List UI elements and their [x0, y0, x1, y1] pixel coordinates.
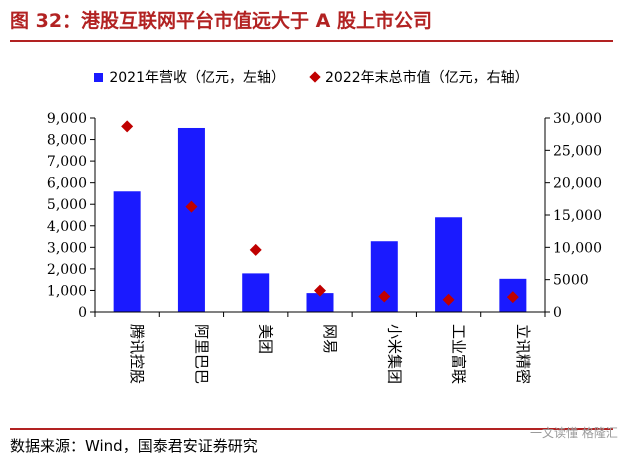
source-note: 数据来源：Wind，国泰君安证券研究 [10, 437, 258, 455]
legend-label-revenue: 2021年营收（亿元，左轴） [109, 70, 285, 86]
right-tick-label: 15,000 [553, 208, 602, 224]
point-2 [185, 200, 198, 213]
bar-3 [242, 273, 270, 312]
point-4 [314, 284, 326, 297]
legend-label-market-cap: 2022年末总市值（亿元，右轴） [325, 70, 529, 86]
title-rule [10, 40, 613, 42]
bar-1 [113, 191, 141, 312]
right-tick-label: 0 [553, 305, 562, 321]
category-label: 美团 [257, 324, 275, 354]
bar-4 [306, 293, 334, 312]
category-label: 工业富联 [450, 324, 468, 384]
left-tick-label: 9,000 [47, 111, 87, 127]
category-label: 立讯精密 [514, 324, 532, 384]
bar-2 [177, 127, 205, 312]
left-tick-label: 5,000 [47, 197, 87, 213]
point-7 [506, 291, 519, 304]
legend-item-revenue: 2021年营收（亿元，左轴） [94, 67, 285, 87]
right-tick-label: 25,000 [553, 143, 602, 159]
right-tick-label: 10,000 [553, 240, 602, 256]
point-3 [249, 243, 262, 256]
left-tick-label: 8,000 [47, 133, 87, 149]
left-tick-label: 0 [78, 305, 87, 321]
legend-bar-swatch [94, 72, 104, 82]
category-label: 网易 [321, 324, 339, 354]
watermark-text: 一文读懂 格隆汇 [530, 426, 618, 440]
point-1 [121, 120, 134, 133]
left-tick-label: 6,000 [47, 176, 87, 192]
source-rule [10, 428, 613, 430]
legend-item-market-cap: 2022年末总市值（亿元，右轴） [309, 67, 529, 87]
right-tick-label: 30,000 [553, 111, 602, 127]
category-label: 阿里巴巴 [192, 324, 210, 384]
left-tick-label: 1,000 [47, 283, 87, 299]
right-tick-label: 5000 [553, 273, 589, 289]
chart-legend: 2021年营收（亿元，左轴） 2022年末总市值（亿元，右轴） [0, 66, 623, 88]
figure-title: 图 32：港股互联网平台市值远大于 A 股上市公司 [10, 10, 432, 32]
category-label: 腾讯控股 [128, 324, 146, 384]
left-tick-label: 4,000 [47, 219, 87, 235]
category-label: 小米集团 [385, 324, 403, 384]
left-tick-label: 2,000 [47, 262, 87, 278]
point-6 [442, 293, 455, 306]
left-tick-label: 3,000 [47, 240, 87, 256]
right-tick-label: 20,000 [553, 176, 602, 192]
point-5 [378, 290, 391, 303]
left-tick-label: 7,000 [47, 154, 87, 170]
